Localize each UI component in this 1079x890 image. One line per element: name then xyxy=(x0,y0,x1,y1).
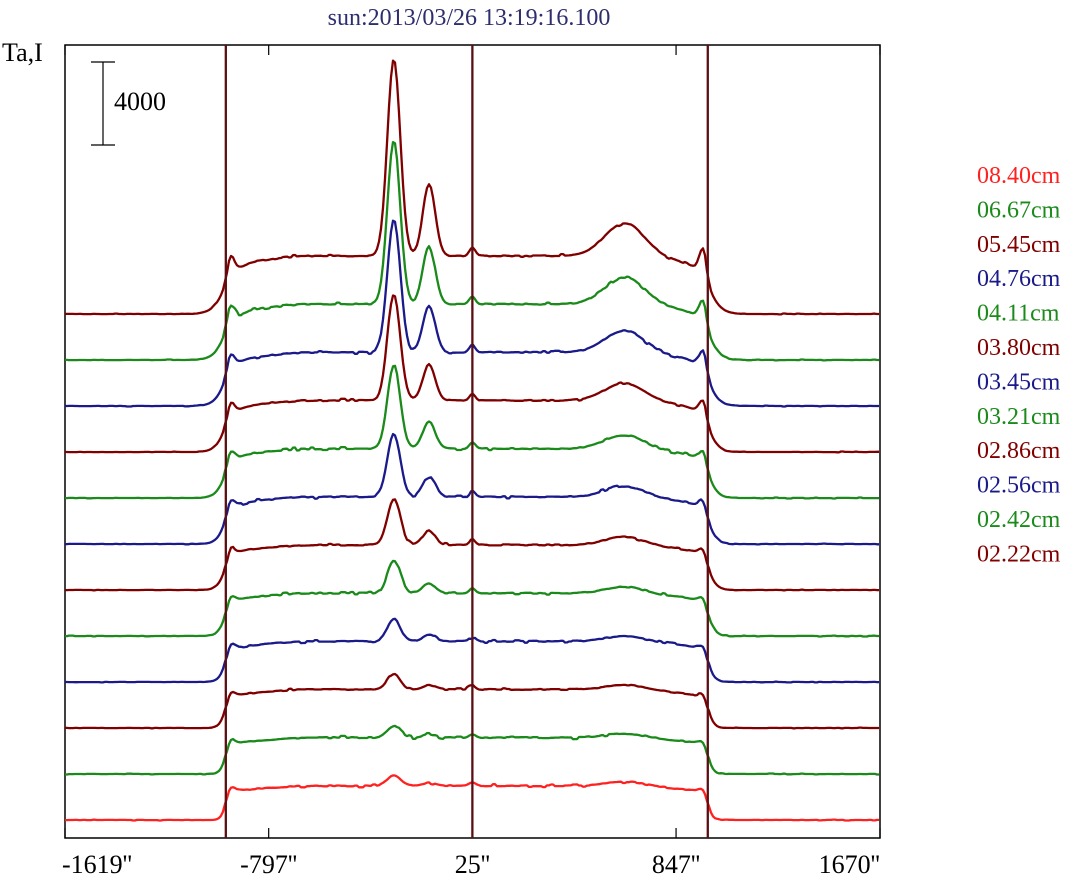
x-tick-label: 25'' xyxy=(455,850,490,879)
x-tick-label: 1670'' xyxy=(819,850,880,879)
x-tick-label: -1619'' xyxy=(62,850,132,879)
legend-entry: 02.86cm xyxy=(977,438,1061,464)
legend-entry: 06.67cm xyxy=(977,197,1061,223)
legend-entry: 04.11cm xyxy=(977,301,1060,327)
legend-entry: 03.21cm xyxy=(977,404,1061,430)
legend-entry: 03.80cm xyxy=(977,335,1061,361)
x-tick-label: 847'' xyxy=(652,850,700,879)
y-axis-label: Ta,I xyxy=(2,38,43,67)
legend-entry: 08.40cm xyxy=(977,163,1061,189)
legend-entry: 03.45cm xyxy=(977,369,1061,395)
legend-entry: 02.42cm xyxy=(977,507,1061,533)
chart-title: sun:2013/03/26 13:19:16.100 xyxy=(328,5,611,31)
legend-entry: 05.45cm xyxy=(977,232,1061,258)
legend-entry: 04.76cm xyxy=(977,266,1061,292)
legend-entry: 02.56cm xyxy=(977,473,1061,499)
scale-bar-label: 4000 xyxy=(114,87,166,116)
x-tick-label: -797'' xyxy=(240,850,297,879)
legend-entry: 02.22cm xyxy=(977,541,1061,567)
